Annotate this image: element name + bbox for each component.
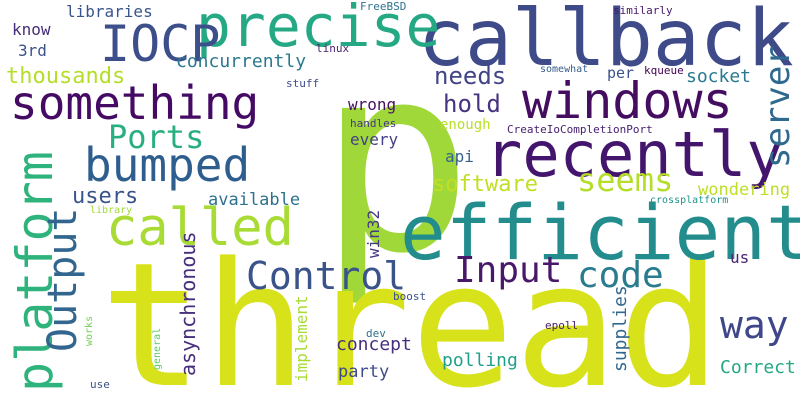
word-Ports: Ports: [108, 118, 204, 156]
word-win32: win32: [364, 210, 383, 258]
word-general: general: [152, 328, 163, 370]
word-crossplatform: crossplatform: [650, 195, 728, 206]
word-called: called: [106, 198, 294, 258]
word-IOCP: IOCP: [100, 15, 220, 73]
word-kqueue: kqueue: [644, 64, 684, 77]
word-way: way: [720, 303, 789, 347]
word-thousands: thousands: [6, 64, 125, 89]
word-works: works: [84, 316, 95, 346]
word-similarly: similarly: [613, 4, 673, 17]
word-epoll: epoll: [545, 319, 578, 332]
word-software: software: [432, 172, 538, 197]
word-users: users: [72, 184, 138, 209]
word-platform: platform: [6, 151, 64, 392]
word-seems: seems: [577, 161, 673, 199]
word-callback: callback: [418, 0, 794, 84]
word-handles: handles: [350, 117, 396, 130]
word-linux: linux: [316, 42, 349, 55]
word-concept: concept: [336, 334, 412, 355]
word-per: per: [607, 64, 634, 82]
word-libraries: libraries: [66, 2, 153, 21]
word-concurrently: concurrently: [176, 51, 306, 72]
word-something: something: [10, 76, 259, 130]
word-FreeBSD: FreeBSD: [360, 0, 406, 13]
word-stuff: stuff: [286, 77, 319, 90]
word-somewhat: somewhat: [540, 64, 588, 75]
word-every: every: [350, 130, 399, 149]
word-know: know: [12, 20, 51, 39]
word-Output: Output: [40, 208, 86, 353]
word-api: api: [445, 147, 474, 166]
word-recently: recently: [485, 118, 784, 191]
word-dev: dev: [366, 327, 386, 340]
word-Control: Control: [246, 254, 406, 298]
word-Correct: Correct: [720, 357, 796, 378]
word-wrong: wrong: [348, 95, 396, 114]
word-available: available: [208, 190, 300, 210]
word-needs: needs: [434, 62, 506, 90]
word-party: party: [338, 362, 389, 382]
word-bumped: bumped: [84, 138, 250, 192]
word-us: us: [730, 248, 749, 267]
word-code: code: [577, 255, 664, 296]
word-boost: boost: [393, 290, 426, 303]
word-server: server: [758, 45, 798, 168]
word-implement: implement: [292, 295, 311, 382]
word-hold: hold: [443, 90, 501, 118]
word-p: p: [318, 10, 473, 310]
word-enough: enough: [440, 117, 491, 133]
word-thread: thread: [100, 225, 721, 400]
word-3rd: 3rd: [18, 41, 47, 60]
word-CreateIoCompletionPort: CreateIoCompletionPort: [507, 123, 653, 136]
word-wondering: wondering: [698, 180, 790, 200]
word-socket: socket: [686, 66, 751, 87]
word-polling: polling: [442, 350, 518, 371]
word-asynchronous: asynchronous: [176, 232, 200, 377]
word-windows: windows: [522, 72, 733, 130]
word-efficient: efficient: [400, 188, 800, 277]
word-Input: Input: [454, 250, 562, 291]
word-use: use: [90, 378, 110, 391]
word-precise: precise: [196, 0, 440, 60]
word-library: library: [90, 205, 132, 216]
word-supplies: supplies: [610, 285, 631, 372]
